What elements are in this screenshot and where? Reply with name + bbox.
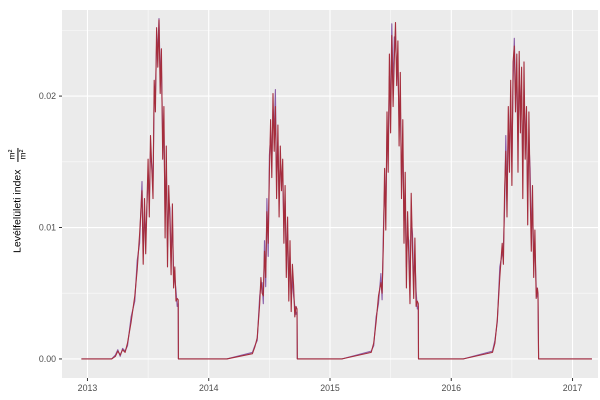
y-tick-label: 0.00 (39, 354, 56, 364)
y-tick-label: 0.02 (39, 91, 56, 101)
x-tick-label: 2016 (441, 383, 461, 393)
x-tick-label: 2013 (78, 383, 98, 393)
series-red-line (81, 19, 592, 360)
x-tick-label: 2017 (563, 383, 583, 393)
x-tick-label: 2015 (320, 383, 340, 393)
y-tick-label: 0.01 (39, 223, 56, 233)
x-tick-label: 2014 (199, 383, 219, 393)
